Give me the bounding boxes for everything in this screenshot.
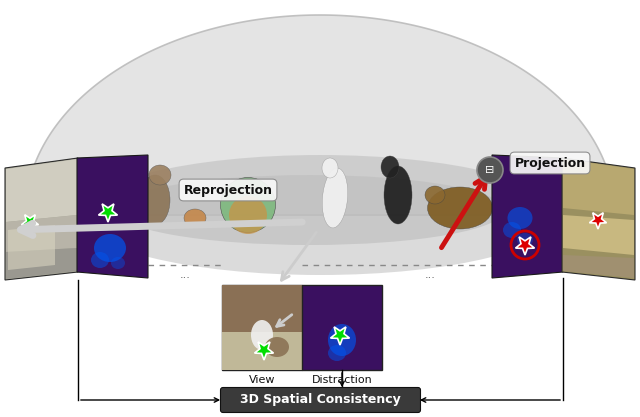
Ellipse shape bbox=[323, 168, 348, 228]
Ellipse shape bbox=[265, 337, 289, 357]
Ellipse shape bbox=[328, 324, 356, 356]
Ellipse shape bbox=[94, 234, 126, 262]
Ellipse shape bbox=[251, 320, 273, 350]
Ellipse shape bbox=[80, 155, 560, 275]
FancyBboxPatch shape bbox=[221, 387, 420, 412]
Ellipse shape bbox=[115, 175, 505, 245]
Polygon shape bbox=[99, 204, 118, 222]
Polygon shape bbox=[330, 327, 349, 345]
Polygon shape bbox=[5, 158, 78, 280]
Ellipse shape bbox=[91, 252, 109, 268]
Polygon shape bbox=[6, 215, 77, 252]
Ellipse shape bbox=[111, 257, 125, 269]
Ellipse shape bbox=[229, 196, 267, 234]
Bar bbox=[222, 285, 302, 370]
Bar bbox=[222, 332, 302, 370]
Ellipse shape bbox=[322, 158, 338, 178]
Ellipse shape bbox=[384, 166, 412, 224]
Text: Distraction: Distraction bbox=[312, 375, 372, 385]
Text: ...: ... bbox=[424, 270, 435, 280]
Polygon shape bbox=[255, 342, 273, 360]
Ellipse shape bbox=[184, 209, 206, 227]
Text: 3D Spatial Consistency: 3D Spatial Consistency bbox=[239, 394, 401, 407]
Polygon shape bbox=[563, 215, 634, 255]
Polygon shape bbox=[6, 159, 77, 222]
Polygon shape bbox=[563, 255, 634, 278]
Ellipse shape bbox=[508, 207, 532, 229]
Ellipse shape bbox=[503, 222, 521, 238]
Text: ⊟: ⊟ bbox=[485, 165, 495, 175]
Ellipse shape bbox=[328, 345, 346, 361]
Polygon shape bbox=[492, 155, 563, 278]
Polygon shape bbox=[563, 159, 634, 215]
Polygon shape bbox=[515, 237, 534, 255]
Ellipse shape bbox=[428, 187, 493, 229]
Polygon shape bbox=[22, 215, 38, 231]
Text: ...: ... bbox=[180, 270, 191, 280]
Text: Reprojection: Reprojection bbox=[184, 183, 273, 196]
Bar bbox=[222, 285, 302, 332]
Polygon shape bbox=[77, 155, 148, 278]
Ellipse shape bbox=[517, 233, 533, 247]
Ellipse shape bbox=[140, 175, 170, 225]
Polygon shape bbox=[562, 158, 635, 280]
Ellipse shape bbox=[381, 156, 399, 178]
Polygon shape bbox=[8, 225, 55, 270]
Text: Projection: Projection bbox=[515, 156, 586, 169]
Polygon shape bbox=[589, 213, 607, 229]
Polygon shape bbox=[6, 248, 77, 279]
Text: View: View bbox=[249, 375, 275, 385]
Ellipse shape bbox=[221, 178, 275, 233]
Ellipse shape bbox=[149, 165, 171, 185]
Bar bbox=[302, 285, 382, 370]
Ellipse shape bbox=[425, 186, 445, 204]
Polygon shape bbox=[25, 15, 615, 215]
Circle shape bbox=[477, 157, 503, 183]
